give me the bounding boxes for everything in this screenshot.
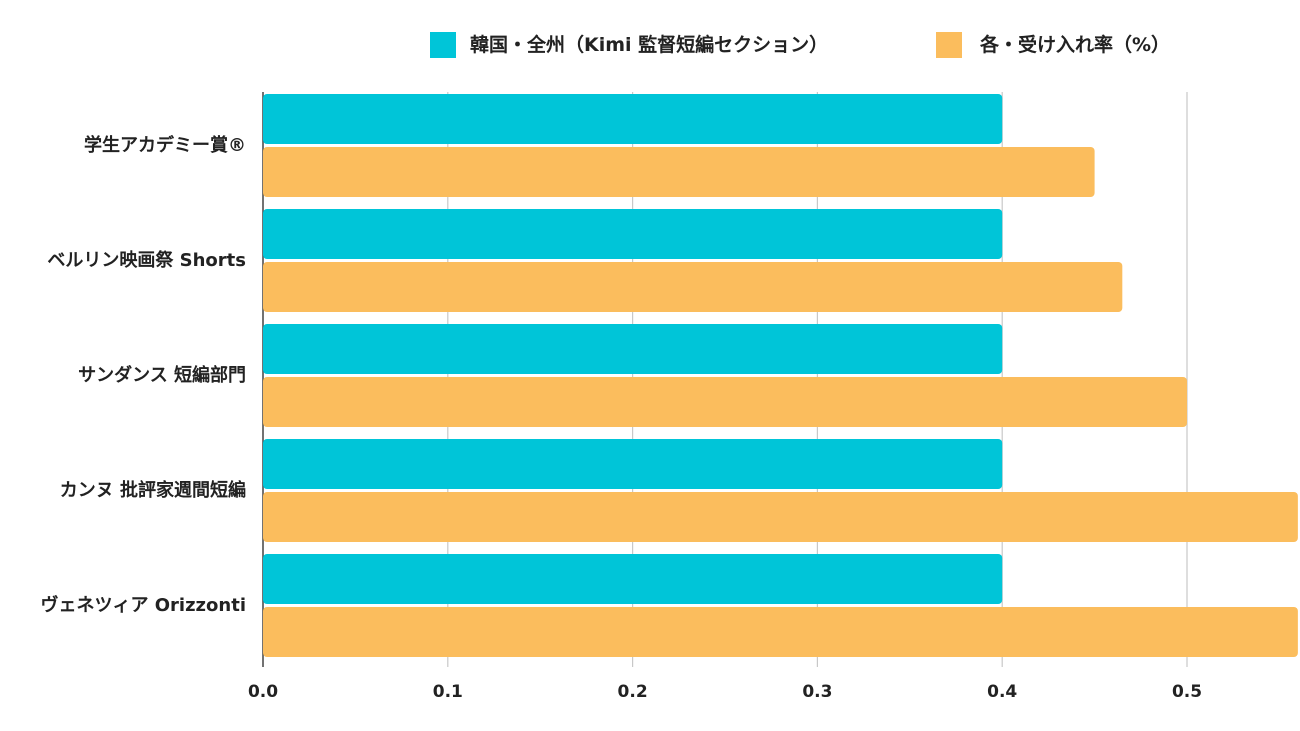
category-label: ベルリン映画祭 Shorts [47,249,246,271]
bars [263,94,1298,657]
bar-series-2 [263,607,1298,657]
legend-swatch-1 [430,32,456,58]
bar-series-2 [263,492,1298,542]
x-tick-label: 0.2 [618,682,648,702]
category-label: サンダンス 短編部門 [78,364,246,386]
legend-swatch-2 [936,32,962,58]
bar-series-1 [263,94,1003,144]
bar-series-1 [263,554,1003,604]
category-label: 学生アカデミー賞® [84,134,246,156]
x-tick-label: 0.4 [987,682,1017,702]
legend-label-1: 韓国・全州（Kimi 監督短編セクション） [470,33,828,56]
x-tick-label: 0.5 [1172,682,1202,702]
legend: 韓国・全州（Kimi 監督短編セクション） 各・受け入れ率（%） [430,32,1170,58]
bar-series-1 [263,439,1003,489]
category-label: カンヌ 批評家週間短編 [60,479,246,501]
bar-series-1 [263,209,1003,259]
x-axis-ticks: 0.0 0.1 0.2 0.3 0.4 0.5 [248,682,1202,702]
bar-series-1 [263,324,1003,374]
legend-label-2: 各・受け入れ率（%） [979,33,1170,56]
category-label: ヴェネツィア Orizzonti [40,594,246,616]
bar-series-2 [263,262,1123,312]
x-tick-label: 0.1 [433,682,463,702]
bar-series-2 [263,377,1187,427]
x-tick-label: 0.0 [248,682,278,702]
bar-series-2 [263,147,1095,197]
x-tick-label: 0.3 [802,682,832,702]
